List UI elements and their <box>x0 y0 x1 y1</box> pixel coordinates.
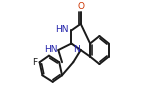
Text: HN: HN <box>44 45 58 54</box>
Text: N: N <box>73 45 80 54</box>
Text: O: O <box>78 2 85 11</box>
Text: HN: HN <box>56 25 69 34</box>
Text: F: F <box>32 58 37 67</box>
